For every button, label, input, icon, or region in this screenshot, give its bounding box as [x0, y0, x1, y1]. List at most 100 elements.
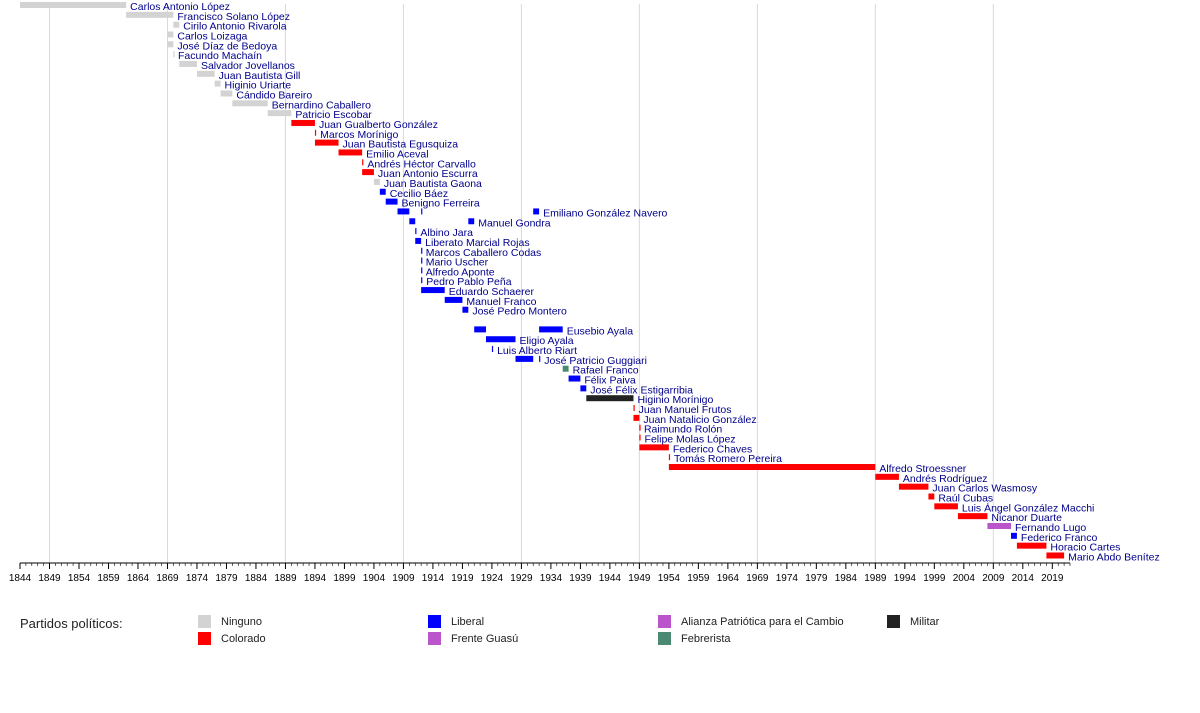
legend-item-colorado: Colorado — [198, 632, 266, 645]
term-bar — [126, 11, 174, 18]
president-label: Carlos Loizaga — [177, 30, 247, 42]
president-label: Bernardino Caballero — [272, 99, 371, 111]
legend-item-alianza: Alianza Patriótica para el Cambio — [658, 615, 844, 628]
term-bar — [179, 60, 197, 67]
president-label: Eusebio Ayala — [567, 325, 634, 337]
president-label: Benigno Ferreira — [402, 198, 480, 210]
term-bar — [474, 326, 487, 333]
president-label: Marcos Morínigo — [320, 129, 398, 141]
tick-label: 1884 — [245, 573, 268, 584]
term-bar — [314, 139, 339, 146]
legend-swatch — [198, 615, 211, 628]
term-bar — [586, 395, 634, 402]
president-label: Juan Antonio Escurra — [378, 168, 478, 180]
term-bar — [639, 434, 641, 441]
legend-item-ninguno: Ninguno — [198, 615, 262, 628]
president-label: Eduardo Schaerer — [449, 286, 535, 298]
term-bar — [214, 80, 221, 87]
president-label: Alfredo Stroessner — [879, 463, 966, 475]
term-bar — [875, 473, 899, 480]
president-label: Patricio Escobar — [295, 109, 372, 121]
tick-label: 1919 — [451, 573, 474, 584]
term-bar — [421, 208, 423, 215]
term-bar — [1016, 542, 1047, 549]
term-bar — [539, 326, 563, 333]
term-bar — [20, 2, 127, 8]
tick-label: 1994 — [894, 573, 917, 584]
tick-label: 1904 — [363, 573, 386, 584]
term-bar — [633, 414, 640, 421]
legend-item-frente-guasu: Frente Guasú — [428, 632, 518, 645]
term-bar — [379, 188, 386, 195]
president-label: Rafael Franco — [573, 365, 639, 377]
term-bar — [167, 41, 174, 48]
tick-label: 1914 — [422, 573, 445, 584]
tick-label: 1859 — [97, 573, 120, 584]
term-bar — [491, 346, 494, 353]
term-bar — [362, 169, 374, 176]
president-label: Tomás Romero Pereira — [674, 453, 782, 465]
x-axis: 1844 1849 1854 1859 1864 1869 1874 1879 1884 1889… — [9, 562, 1071, 584]
president-label: José Díaz de Bedoya — [177, 40, 277, 52]
term-bars — [20, 2, 1065, 559]
legend-item-liberal: Liberal — [428, 615, 484, 628]
term-bar — [415, 237, 422, 244]
president-label: Luis Ángel González Macchi — [962, 501, 1095, 514]
president-label: Cecilio Báez — [390, 188, 448, 200]
legend-label: Militar — [910, 615, 940, 628]
president-label: Juan Manuel Frutos — [639, 404, 732, 416]
term-bar — [568, 375, 581, 382]
term-bar — [639, 424, 641, 431]
term-bar — [639, 444, 669, 451]
term-bar — [291, 119, 315, 126]
president-label: Carlos Antonio López — [130, 1, 230, 13]
president-label: Raimundo Rolón — [644, 424, 722, 436]
president-label: Higinio Uriarte — [225, 80, 292, 92]
president-label: Higinio Morínigo — [637, 394, 713, 406]
legend-label: Colorado — [221, 632, 266, 645]
tick-label: 1869 — [156, 573, 179, 584]
tick-label: 1874 — [186, 573, 209, 584]
legend-label: Ninguno — [221, 615, 262, 628]
president-label: José Pedro Montero — [472, 306, 567, 318]
tick-label: 1894 — [304, 573, 327, 584]
tick-label: 1959 — [687, 573, 710, 584]
president-label: Andrés Rodríguez — [903, 473, 988, 485]
president-label: Juan Bautista Egusquiza — [343, 139, 459, 151]
term-bar — [934, 503, 958, 510]
president-label: Eligio Ayala — [520, 335, 574, 347]
president-label: Manuel Franco — [466, 296, 536, 308]
tick-label: 2009 — [982, 573, 1005, 584]
president-label: Cirilo Antonio Rivarola — [183, 21, 286, 33]
tick-label: 1969 — [746, 573, 769, 584]
legend-label: Liberal — [451, 615, 485, 628]
term-bar — [421, 277, 423, 284]
term-bar — [409, 218, 416, 225]
president-label: Facundo Machaín — [178, 50, 262, 62]
term-bar — [928, 493, 935, 500]
term-bar — [220, 90, 233, 97]
president-label: Emilio Aceval — [366, 148, 428, 160]
tick-label: 1849 — [38, 573, 61, 584]
term-bar — [173, 21, 180, 28]
term-bar — [898, 483, 929, 490]
president-label: Horacio Cartes — [1050, 542, 1120, 554]
legend-item-febrerista: Febrerista — [658, 632, 731, 645]
president-label: Marcos Caballero Codas — [426, 247, 542, 259]
tick-label: 1934 — [540, 573, 563, 584]
term-bar — [173, 51, 175, 58]
tick-label: 1974 — [776, 573, 799, 584]
term-bar — [232, 100, 268, 107]
legend-label: Alianza Patriótica para el Cambio — [681, 615, 844, 628]
tick-label: 1954 — [658, 573, 681, 584]
term-bar — [633, 405, 635, 412]
term-bar — [515, 355, 534, 362]
president-label: Alfredo Aponte — [426, 266, 495, 278]
tick-label: 1989 — [864, 573, 887, 584]
term-bar — [957, 513, 988, 520]
president-label: Felipe Molas López — [645, 434, 736, 446]
tick-label: 1929 — [510, 573, 533, 584]
president-label: José Félix Estigarribia — [590, 384, 693, 396]
president-label: Raúl Cubas — [938, 493, 993, 505]
